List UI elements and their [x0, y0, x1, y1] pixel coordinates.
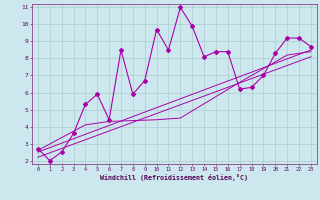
X-axis label: Windchill (Refroidissement éolien,°C): Windchill (Refroidissement éolien,°C) — [100, 174, 248, 181]
